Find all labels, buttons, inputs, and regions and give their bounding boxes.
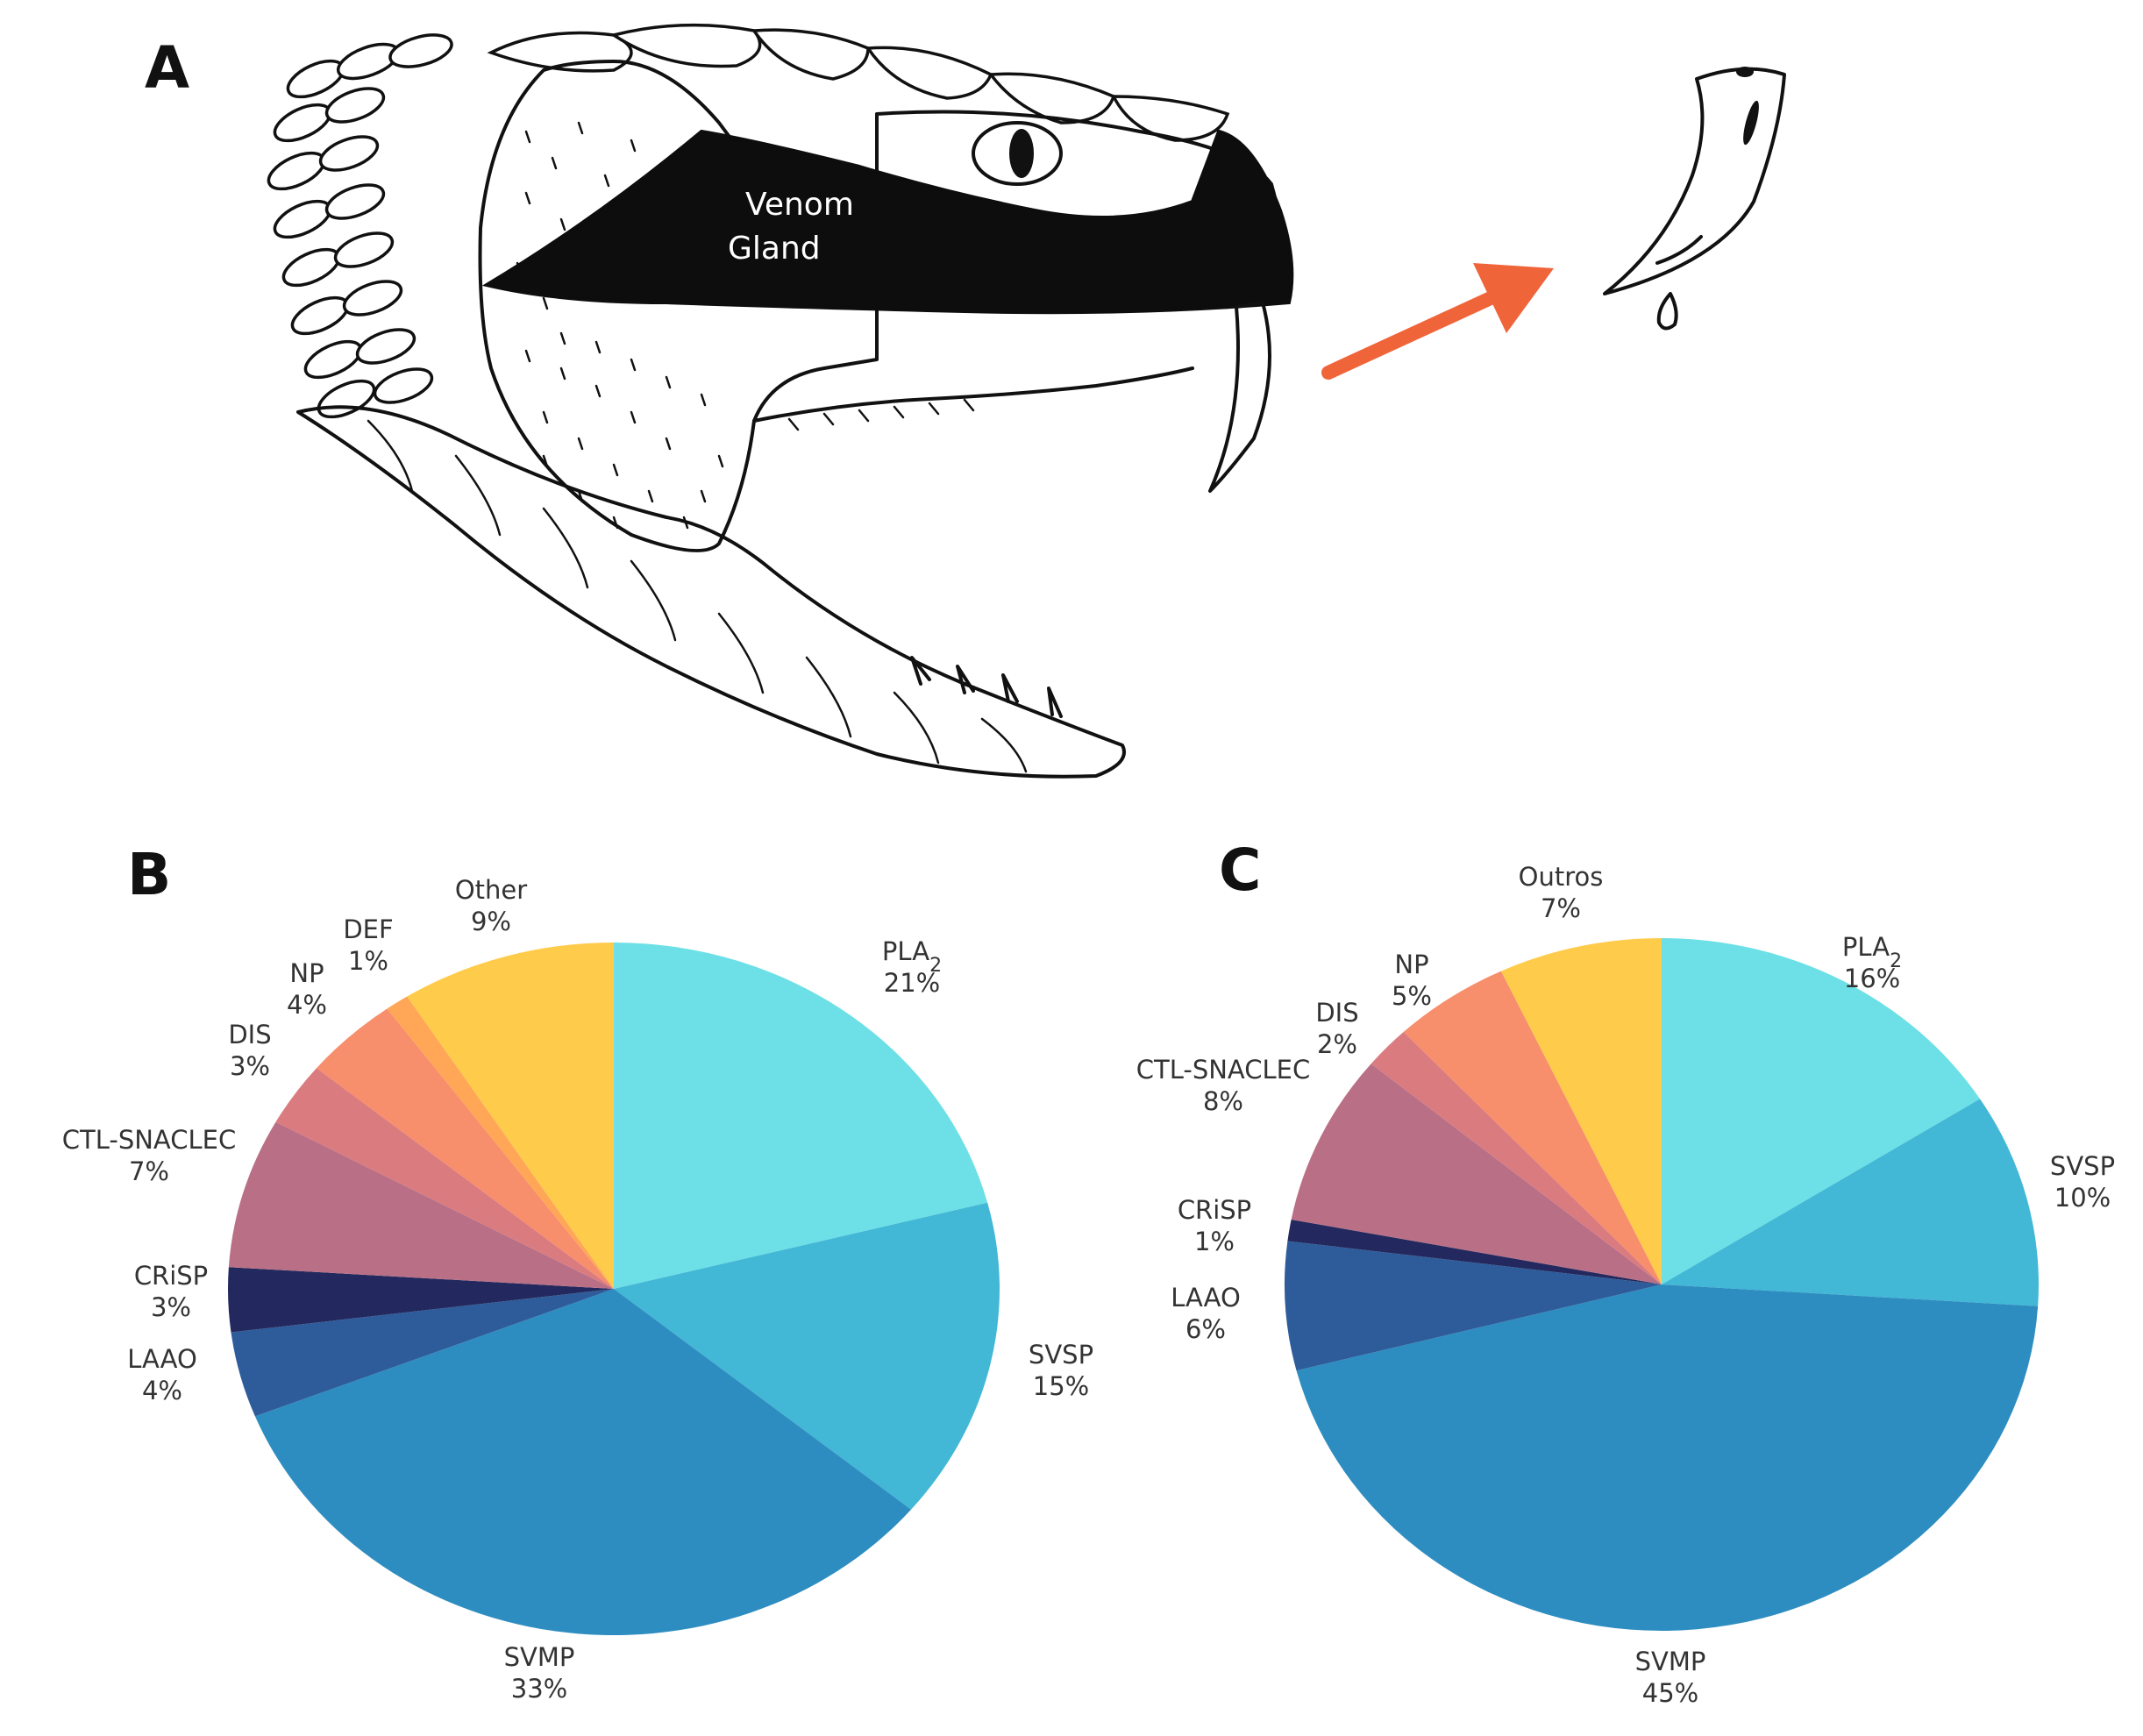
- pie-b-slice-crisp: [228, 1267, 614, 1333]
- cheek-region: [478, 60, 879, 552]
- crown-scales: [487, 23, 1230, 142]
- panel-letter-a: A: [145, 34, 189, 102]
- pie-chart-c: PLA216%SVSP10%SVMP45%LAAO6%CRiSP1%CTL-SN…: [1136, 862, 2115, 1708]
- pie-b-slice-ctl-snaclec: [228, 1121, 614, 1289]
- pie-b-label-def: DEF: [343, 914, 393, 944]
- pie-c-label-laao: LAAO: [1171, 1283, 1241, 1313]
- pie-b-value-def: 1%: [348, 946, 388, 976]
- pie-c-label-svsp: SVSP: [2050, 1151, 2115, 1181]
- pie-b-value-dis: 3%: [230, 1051, 270, 1081]
- pie-b-slice-pla2: [614, 943, 988, 1289]
- pie-c-slice-dis: [1371, 1032, 1662, 1284]
- pie-c-label-ctl-snaclec: CTL-SNACLEC: [1136, 1055, 1310, 1085]
- upper-jaw-line: [752, 366, 1194, 423]
- panel-a: A: [145, 23, 1786, 779]
- pie-c-slice-ctl-snaclec: [1291, 1064, 1662, 1284]
- pie-c-value-dis: 2%: [1317, 1029, 1357, 1059]
- pie-c-value-svmp: 45%: [1642, 1678, 1698, 1708]
- pie-c-slice-outros: [1500, 938, 1662, 1284]
- pie-b-label-laao: LAAO: [127, 1344, 197, 1374]
- pie-b-slice-def: [387, 996, 614, 1289]
- pie-c-value-laao: 6%: [1185, 1314, 1226, 1344]
- snake-head-drawing: Venom Gland: [267, 23, 1294, 779]
- panel-letter-c: C: [1219, 836, 1261, 904]
- fang: [1208, 301, 1271, 493]
- pie-chart-b: PLA221%SVSP15%SVMP33%LAAO4%CRiSP3%CTL-SN…: [62, 875, 1093, 1704]
- venom-drop: [1656, 292, 1678, 331]
- pie-b-slice-laao: [231, 1289, 614, 1417]
- pie-b-value-svmp: 33%: [511, 1674, 567, 1704]
- pie-c-label-svmp: SVMP: [1635, 1647, 1706, 1676]
- pie-b-label-svmp: SVMP: [504, 1642, 575, 1672]
- pie-c-value-outros: 7%: [1541, 893, 1581, 923]
- gland-label-line2: Gland: [728, 231, 821, 267]
- panel-b: B PLA221%SVSP15%SVMP33%LAAO4%CRiSP3%CTL-…: [62, 841, 1093, 1704]
- pie-b-value-crisp: 3%: [151, 1292, 191, 1322]
- pie-b-slice-svsp: [614, 1202, 1000, 1510]
- venom-gland: [481, 129, 1294, 315]
- head-scales: [267, 33, 453, 419]
- pie-c-label-np: NP: [1394, 950, 1428, 979]
- panel-c: C PLA216%SVSP10%SVMP45%LAAO6%CRiSP1%CTL-…: [1136, 836, 2115, 1708]
- gland-label-line1: Venom: [745, 187, 854, 223]
- pie-b-slice-dis: [275, 1068, 614, 1289]
- pie-b-value-other: 9%: [471, 907, 511, 936]
- pie-c-value-svsp: 10%: [2054, 1183, 2111, 1213]
- pie-c-slice-crisp: [1287, 1219, 1662, 1284]
- pie-c-slice-np: [1403, 971, 1662, 1284]
- fang-detail: [1603, 67, 1786, 331]
- pie-b-slice-svmp: [254, 1289, 912, 1636]
- panel-letter-b: B: [127, 841, 171, 908]
- pie-b-label-other: Other: [455, 875, 527, 905]
- pie-c-label-dis: DIS: [1315, 998, 1358, 1028]
- pie-b-value-pla2: 21%: [884, 968, 940, 998]
- pie-b-slice-np: [316, 1008, 614, 1289]
- pie-c-slice-svsp: [1662, 1099, 2039, 1306]
- pie-b-value-ctl-snaclec: 7%: [129, 1156, 169, 1186]
- lower-teeth: [910, 656, 1063, 718]
- pie-c-value-pla2: 16%: [1844, 964, 1900, 993]
- pie-c-slice-laao: [1284, 1241, 1662, 1371]
- pie-c-label-crisp: CRiSP: [1178, 1195, 1251, 1225]
- pie-b-slice-other: [407, 943, 614, 1289]
- pie-c-label-outros: Outros: [1519, 862, 1604, 892]
- pie-c-value-crisp: 1%: [1194, 1227, 1235, 1256]
- pie-b-label-crisp: CRiSP: [134, 1261, 208, 1291]
- pie-b-value-svsp: 15%: [1033, 1371, 1089, 1401]
- pie-b-label-ctl-snaclec: CTL-SNACLEC: [62, 1125, 236, 1155]
- pie-c-value-np: 5%: [1392, 981, 1432, 1011]
- pie-b-label-np: NP: [289, 958, 324, 988]
- pie-c-slice-svmp: [1296, 1284, 2039, 1631]
- pie-b-label-svsp: SVSP: [1029, 1340, 1093, 1370]
- pie-b-label-dis: DIS: [228, 1020, 271, 1049]
- lower-jaw-scales: [367, 419, 1028, 773]
- pie-c-value-ctl-snaclec: 8%: [1203, 1086, 1243, 1116]
- lower-jaw: [296, 405, 1126, 779]
- pie-b-value-laao: 4%: [142, 1376, 182, 1405]
- pie-b-value-np: 4%: [287, 990, 327, 1020]
- pie-c-slice-pla2: [1662, 938, 1981, 1284]
- arrow-to-fang: [1321, 263, 1554, 380]
